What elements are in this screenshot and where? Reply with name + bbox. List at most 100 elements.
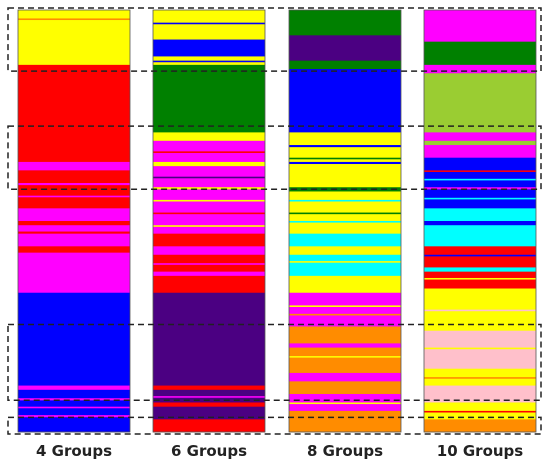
segment: [153, 189, 265, 235]
segment: [289, 164, 401, 188]
segment: [18, 246, 130, 254]
highlight-band: [7, 323, 542, 401]
stripe: [153, 60, 265, 63]
segment: [424, 145, 536, 159]
segment: [424, 271, 536, 289]
segment: [18, 10, 130, 66]
segment: [289, 35, 401, 62]
segment: [424, 64, 536, 74]
stripe: [289, 199, 401, 202]
segment: [18, 233, 130, 247]
cluster-column: [288, 9, 402, 433]
stripe: [153, 199, 265, 202]
segment: [424, 187, 536, 190]
segment: [18, 64, 130, 163]
segment: [153, 275, 265, 294]
stripe: [153, 212, 265, 215]
highlight-band: [7, 125, 542, 190]
segment: [153, 292, 265, 386]
segment: [424, 246, 536, 268]
segment: [153, 419, 265, 433]
segment: [18, 415, 130, 418]
stripe: [424, 197, 536, 200]
segment: [18, 252, 130, 294]
segment: [289, 147, 401, 163]
stripe: [153, 22, 265, 25]
column-frame: [152, 9, 266, 433]
stripe: [153, 176, 265, 179]
segment: [289, 60, 401, 70]
stripe: [424, 377, 536, 379]
segment: [153, 64, 265, 133]
stripe: [289, 305, 401, 307]
stripe: [424, 178, 536, 181]
segment: [424, 419, 536, 433]
segment: [289, 254, 401, 277]
column-label: 4 Groups: [36, 442, 112, 460]
stripe: [424, 309, 536, 312]
segment: [289, 410, 401, 433]
segment: [153, 161, 265, 167]
segment: [289, 246, 401, 256]
column-label: 10 Groups: [437, 442, 524, 460]
stripe: [424, 254, 536, 257]
segment: [18, 389, 130, 399]
segment: [424, 157, 536, 188]
segment: [18, 417, 130, 433]
segment: [18, 385, 130, 391]
stripe: [18, 18, 130, 21]
segment: [289, 233, 401, 247]
stripe: [289, 402, 401, 405]
segment: [289, 275, 401, 294]
segment: [153, 132, 265, 142]
column-frame: [288, 9, 402, 433]
segment: [18, 225, 130, 232]
segment: [424, 385, 536, 403]
segment: [289, 132, 401, 146]
segment: [153, 271, 265, 277]
segment: [18, 183, 130, 186]
segment: [153, 246, 265, 256]
stripe: [289, 313, 401, 316]
segment: [289, 292, 401, 327]
segment: [289, 372, 401, 382]
segment: [424, 221, 536, 226]
segment: [153, 10, 265, 40]
segment: [153, 385, 265, 391]
stripe: [424, 170, 536, 172]
stripe: [153, 225, 265, 227]
stripe: [424, 347, 536, 350]
cluster-column: [17, 9, 131, 433]
segment: [289, 347, 401, 374]
segment: [424, 73, 536, 133]
column-frame: [17, 9, 131, 433]
segment: [289, 69, 401, 133]
stripe: [289, 157, 401, 160]
column-label: 8 Groups: [307, 442, 383, 460]
segment: [424, 267, 536, 273]
segment: [289, 381, 401, 395]
stripe: [289, 261, 401, 263]
segment: [153, 187, 265, 190]
segment: [153, 402, 265, 408]
stripe: [289, 212, 401, 215]
segment: [424, 140, 536, 146]
segment: [153, 39, 265, 57]
stripe: [18, 406, 130, 409]
cluster-column: [423, 9, 537, 433]
stripe: [153, 263, 265, 265]
stripe: [289, 356, 401, 358]
segment: [18, 292, 130, 386]
segment: [424, 10, 536, 43]
segment: [18, 208, 130, 222]
column-frame: [423, 9, 537, 433]
highlight-band: [7, 416, 542, 435]
segment: [18, 170, 130, 184]
column-label: 6 Groups: [171, 442, 247, 460]
stripe: [424, 410, 536, 413]
segment: [289, 343, 401, 348]
stripe: [153, 396, 265, 398]
cluster-column: [152, 9, 266, 433]
segment: [424, 330, 536, 370]
